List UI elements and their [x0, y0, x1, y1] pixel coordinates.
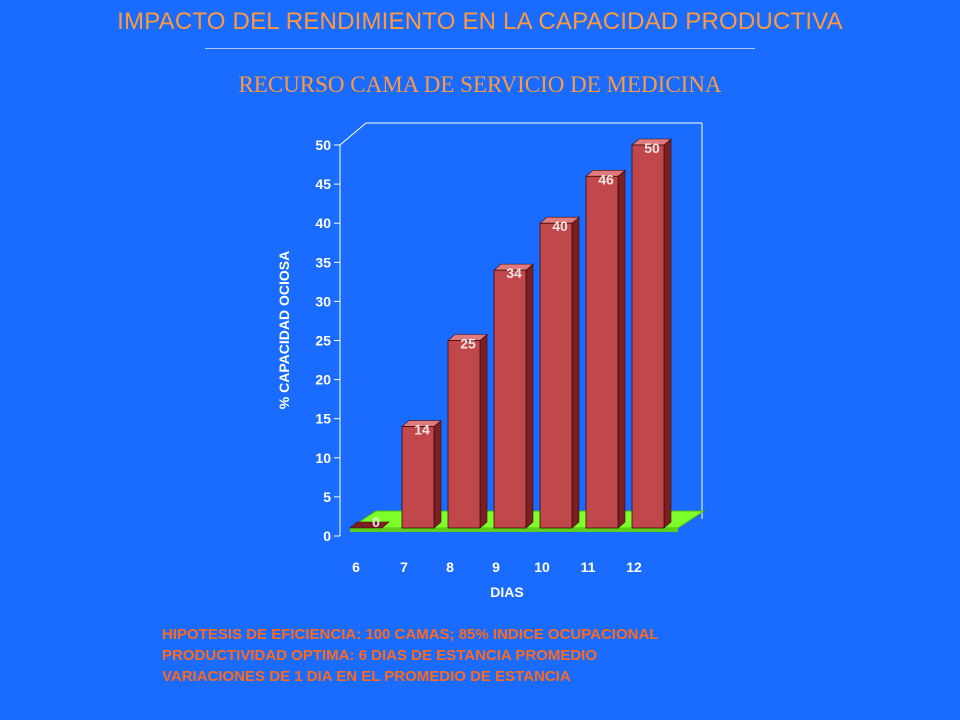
note-line: PRODUCTIVIDAD OPTIMA: 6 DIAS DE ESTANCIA… [162, 647, 598, 664]
bar [349, 521, 390, 529]
bar-side [571, 216, 580, 529]
bar-data-label: 50 [644, 140, 660, 156]
notes-block: HIPOTESIS DE EFICIENCIA: 100 CAMAS; 85% … [162, 624, 922, 687]
x-tick-label: 12 [626, 559, 642, 575]
y-tick-label: 25 [315, 333, 331, 349]
y-tick-label: 0 [323, 528, 331, 544]
back-wall-left-edge [339, 122, 367, 536]
y-tick-label: 45 [315, 176, 331, 192]
bar-side [663, 138, 672, 529]
note-line: VARIACIONES DE 1 DIA EN EL PROMEDIO DE E… [162, 668, 571, 685]
y-tick-label: 10 [315, 450, 331, 466]
bar-data-label: 14 [414, 422, 430, 438]
x-tick-label: 6 [352, 559, 360, 575]
bar-data-label: 46 [598, 171, 614, 187]
x-axis-title: DIAS [490, 584, 523, 600]
bar-side [617, 169, 626, 529]
bar [631, 144, 665, 529]
bar-data-label: 34 [506, 265, 522, 281]
bar [493, 269, 527, 529]
x-tick-label: 9 [492, 559, 500, 575]
bar-side [525, 263, 534, 529]
note-line: HIPOTESIS DE EFICIENCIA: 100 CAMAS; 85% … [162, 626, 659, 643]
x-tick-label: 10 [534, 559, 550, 575]
bar-data-label: 25 [460, 336, 476, 352]
bar-chart: 0 5 10 15 20 25 30 35 40 45 50 % CAPACIDAD OCIOSA 0 6… [276, 122, 706, 600]
bar [539, 222, 573, 529]
bar-data-label: 0 [372, 514, 380, 530]
page-title: IMPACTO DEL RENDIMIENTO EN LA CAPACIDAD … [117, 8, 843, 35]
chart-floor-edge [350, 528, 678, 532]
y-axis-title: % CAPACIDAD OCIOSA [276, 251, 292, 409]
bar-data-label: 40 [552, 218, 568, 234]
bar [447, 340, 481, 529]
bar [401, 426, 435, 529]
y-tick-label: 5 [323, 489, 331, 505]
chart-subtitle: RECURSO CAMA DE SERVICIO DE MEDICINA [238, 72, 722, 97]
x-tick-label: 8 [446, 559, 454, 575]
y-tick-label: 40 [315, 215, 331, 231]
y-tick-label: 50 [315, 137, 331, 153]
title-divider [205, 48, 755, 49]
y-tick-label: 35 [315, 254, 331, 270]
y-tick-label: 30 [315, 293, 331, 309]
bar-side [479, 333, 488, 529]
y-tick-label: 15 [315, 411, 331, 427]
y-tick-label: 20 [315, 372, 331, 388]
x-tick-label: 7 [400, 559, 408, 575]
x-tick-label: 11 [581, 559, 596, 575]
bar-side [433, 419, 442, 529]
bar [585, 175, 619, 529]
